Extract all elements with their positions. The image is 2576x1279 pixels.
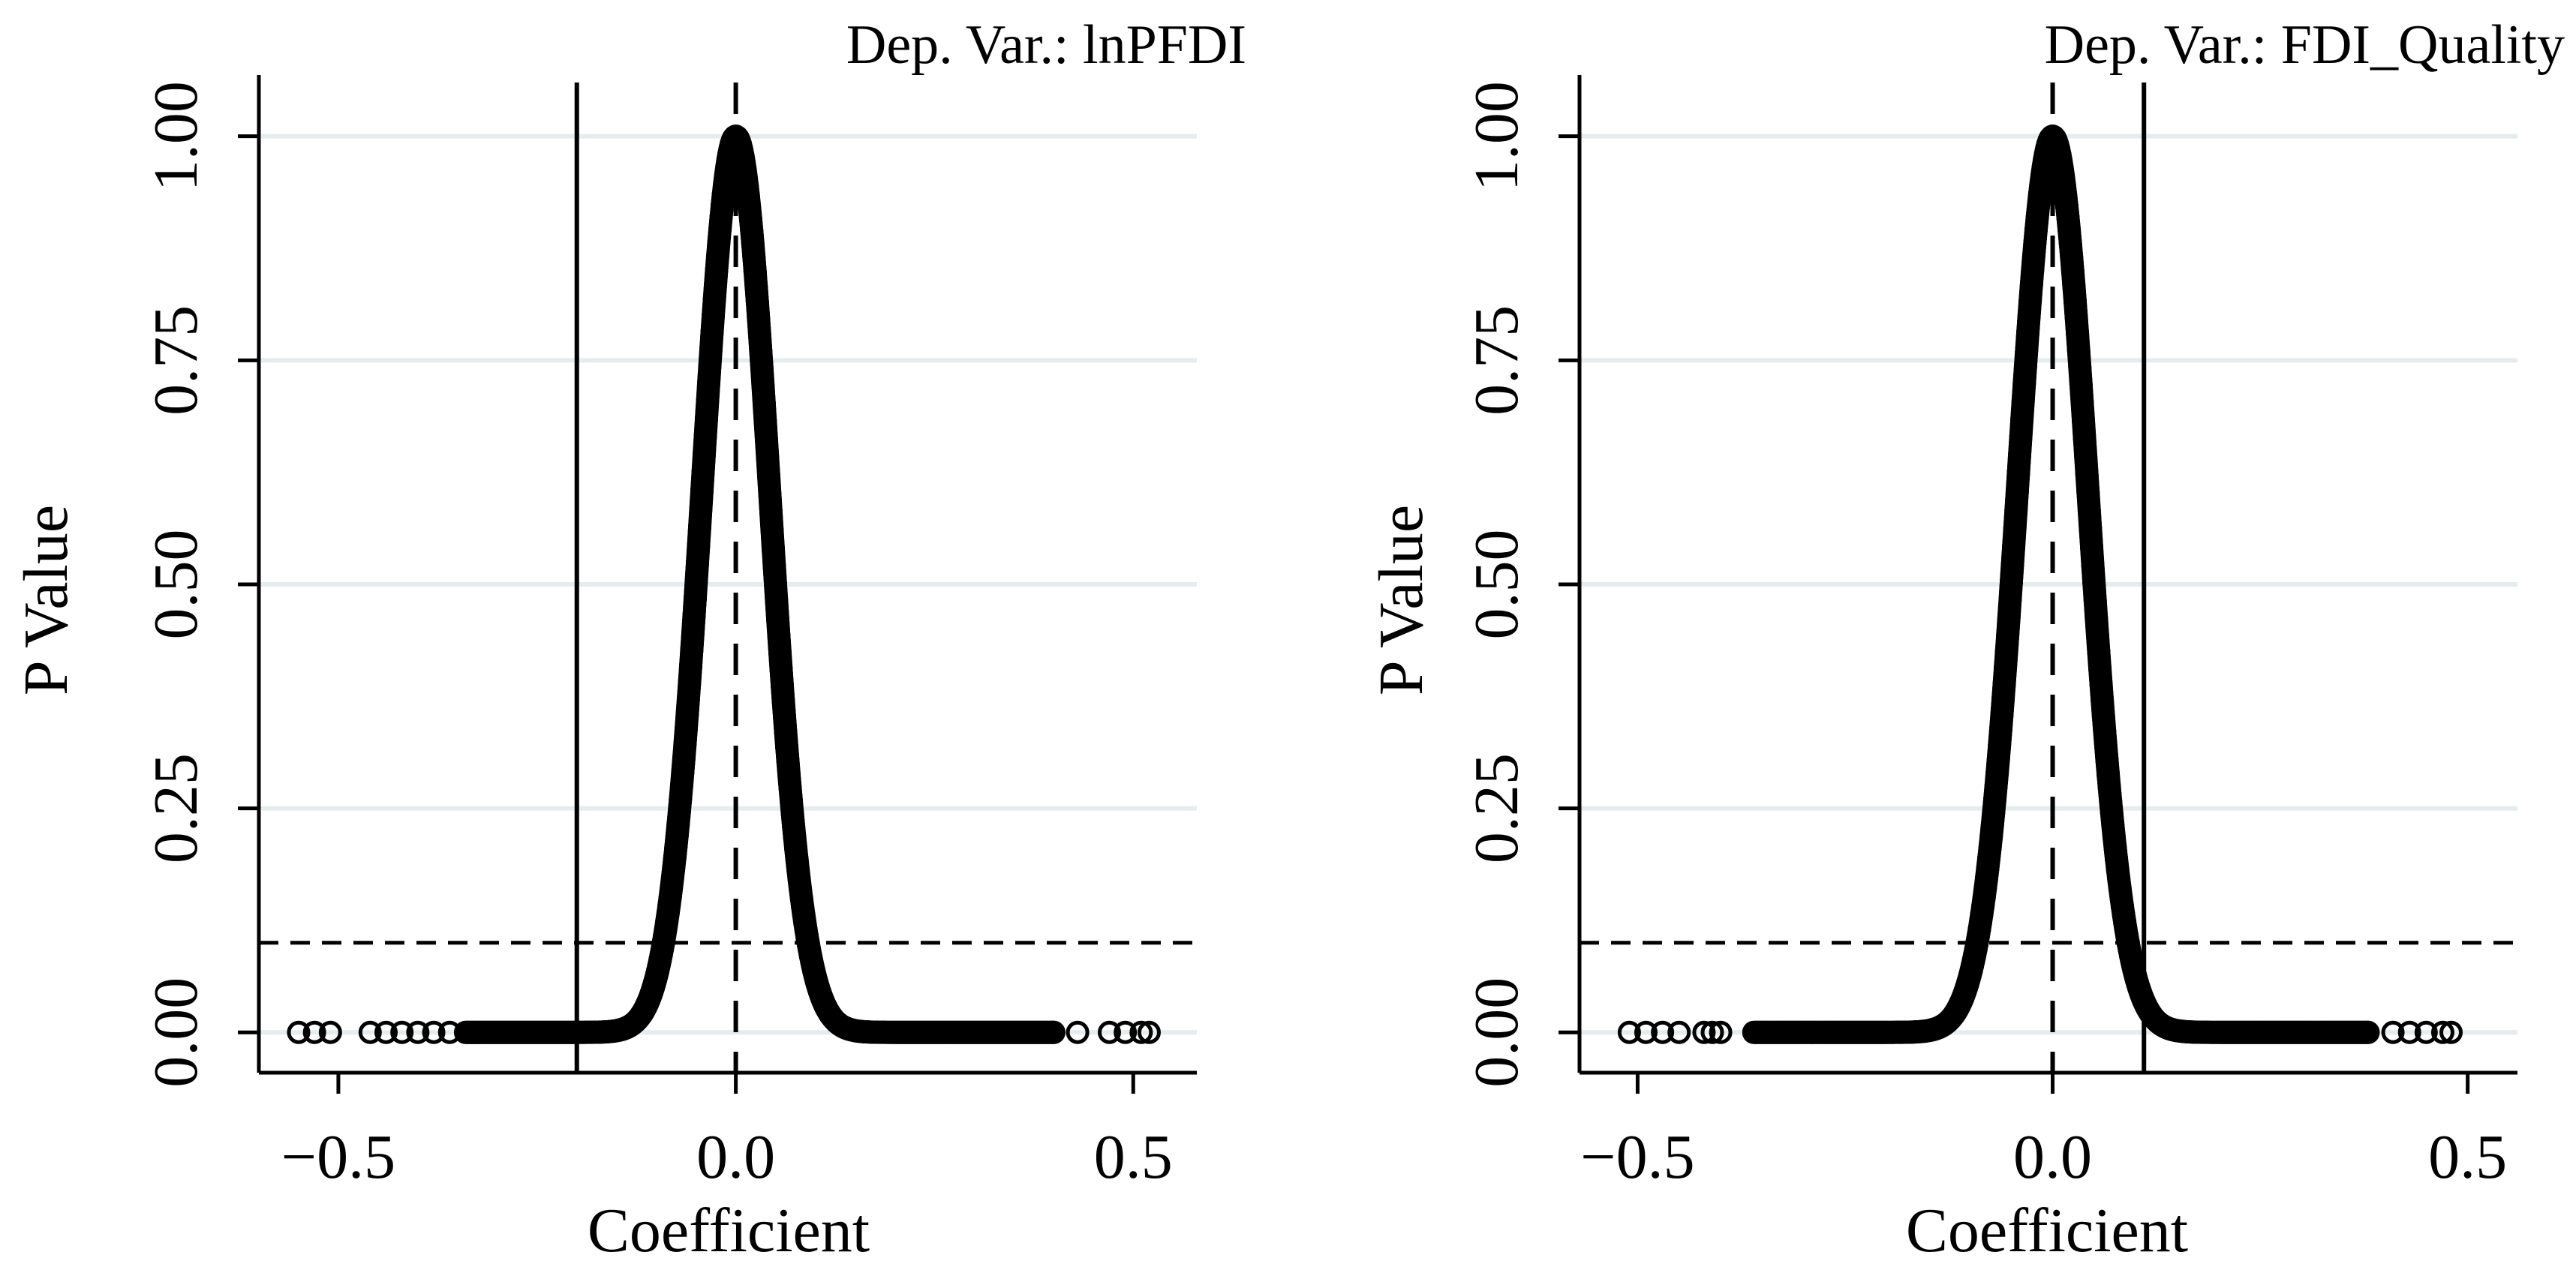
y-tick-label: 0.75 (141, 305, 211, 416)
scatter-point (1617, 1020, 1641, 1044)
x-tick-label: −0.5 (1580, 1122, 1694, 1192)
scatter-point (2414, 1020, 2438, 1044)
scatter-point (2381, 1020, 2405, 1044)
scatter-point (2356, 1020, 2380, 1044)
scatter-point (1667, 1020, 1691, 1044)
scatter-point (1709, 1020, 1733, 1044)
x-tick-label: 0.5 (1094, 1122, 1173, 1192)
y-tick-label: 0.50 (141, 529, 211, 639)
panel-fdi-quality: 0.00 0.25 0.50 0.75 1.00 −0.5 0.0 0.5 Dep. Var.… (1366, 14, 2565, 1265)
y-axis-title: P Value (1366, 505, 1436, 695)
y-axis-title: P Value (11, 505, 81, 695)
axes (1559, 75, 2517, 1094)
scatter-point (2439, 1020, 2463, 1044)
x-tick-label: 0.0 (696, 1122, 775, 1192)
tick-labels: 0.00 0.25 0.50 0.75 1.00 −0.5 0.0 0.5 (1462, 81, 2507, 1192)
scatter-points (1617, 125, 2463, 1044)
scatter-point (358, 1020, 382, 1044)
scatter-point (1114, 1020, 1138, 1044)
scatter-point (2397, 1020, 2421, 1044)
y-tick-label: 0.00 (141, 977, 211, 1088)
scatter-point (1692, 1020, 1716, 1044)
x-axis-title: Coefficient (588, 1196, 870, 1265)
scatter-point (1700, 1020, 1724, 1044)
y-tick-label: 1.00 (1462, 81, 1531, 191)
panel-title: Dep. Var.: lnPFDI (846, 14, 1246, 76)
scatter-point (1097, 1020, 1121, 1044)
y-tick-label: 0.75 (1462, 305, 1531, 416)
y-tick-label: 0.00 (1462, 977, 1531, 1088)
axes (238, 75, 1197, 1094)
scatter-point (1634, 1020, 1658, 1044)
panel-lnpfdi: 0.00 0.25 0.50 0.75 1.00 −0.5 0.0 0.5 Dep. Var.… (11, 14, 1246, 1265)
scatter-point (390, 1020, 414, 1044)
scatter-point (287, 1020, 311, 1044)
scatter-point (2430, 1020, 2454, 1044)
scatter-point (1066, 1020, 1090, 1044)
reference-lines (259, 83, 1197, 1073)
x-tick-label: −0.5 (281, 1122, 395, 1192)
reference-lines (1580, 83, 2517, 1073)
scatter-point (437, 1020, 461, 1044)
x-tick-label: 0.5 (2428, 1122, 2507, 1192)
scatter-point (1129, 1020, 1153, 1044)
y-tick-label: 0.25 (1462, 753, 1531, 863)
scatter-point (1042, 1020, 1066, 1044)
tick-labels: 0.00 0.25 0.50 0.75 1.00 −0.5 0.0 0.5 (141, 81, 1173, 1192)
scatter-point (302, 1020, 326, 1044)
y-tick-label: 0.25 (141, 753, 211, 863)
scatter-point (374, 1020, 398, 1044)
panel-title: Dep. Var.: FDI_Quality (2045, 14, 2565, 76)
scatter-point (406, 1020, 430, 1044)
x-axis-title: Coefficient (1906, 1196, 2188, 1265)
y-tick-label: 1.00 (141, 81, 211, 191)
scatter-point (318, 1020, 342, 1044)
y-tick-label: 0.50 (1462, 529, 1531, 639)
x-tick-label: 0.0 (2013, 1122, 2092, 1192)
scatter-point (422, 1020, 446, 1044)
scatter-point (1137, 1020, 1161, 1044)
scatter-point (1651, 1020, 1675, 1044)
